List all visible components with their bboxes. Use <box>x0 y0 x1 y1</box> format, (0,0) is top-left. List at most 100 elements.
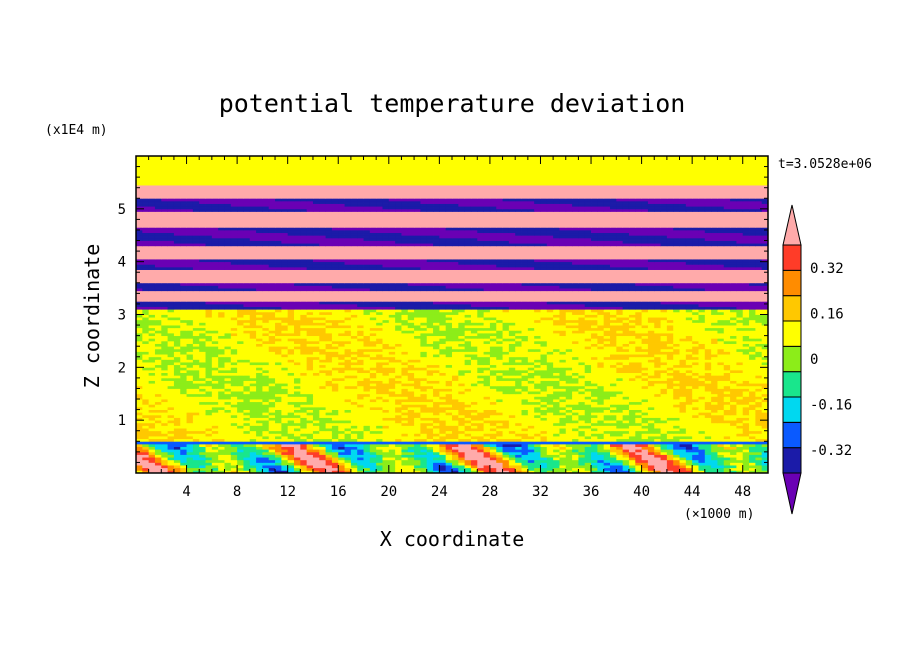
field-cell <box>553 385 560 389</box>
field-cell <box>388 401 396 405</box>
field-cell <box>161 420 168 424</box>
field-cell <box>635 425 642 429</box>
field-cell <box>249 433 257 437</box>
field-cell <box>211 457 219 461</box>
field-cell <box>426 417 434 421</box>
field-cell <box>312 380 320 384</box>
field-cell <box>685 417 693 421</box>
field-cell <box>148 433 156 437</box>
field-cell <box>199 412 206 416</box>
field-cell <box>673 454 680 458</box>
field-cell <box>256 364 263 368</box>
field-cell <box>704 362 712 366</box>
field-cell <box>685 380 693 384</box>
field-cell <box>218 449 225 453</box>
field-cell <box>546 375 554 379</box>
field-cell <box>357 409 364 413</box>
field-cell <box>711 420 718 424</box>
field-cell <box>256 359 263 363</box>
field-cell <box>666 425 674 429</box>
field-cell <box>407 406 415 410</box>
field-cell <box>470 356 478 360</box>
field-cell <box>647 375 655 379</box>
field-cell <box>325 401 333 405</box>
field-cell <box>534 343 541 347</box>
field-cell <box>142 417 150 421</box>
field-cell <box>300 451 308 455</box>
field-cell <box>584 401 592 405</box>
field-cell <box>325 417 333 421</box>
field-cell <box>338 438 345 442</box>
field-cell <box>730 369 737 374</box>
field-cell <box>256 354 263 358</box>
field-cell <box>199 340 206 344</box>
field-cell <box>685 449 693 453</box>
field-cell <box>717 364 725 368</box>
field-cell <box>698 391 706 395</box>
field-cell <box>647 443 655 447</box>
field-cell <box>477 393 484 397</box>
field-cell <box>218 364 225 368</box>
field-cell <box>521 454 529 458</box>
field-cell <box>256 449 263 453</box>
field-cell <box>635 462 642 466</box>
field-cell <box>262 422 270 426</box>
field-cell <box>673 428 680 432</box>
field-cell <box>622 428 630 432</box>
field-cell <box>161 351 168 355</box>
field-cell <box>230 462 238 466</box>
field-cell <box>237 443 244 447</box>
field-cell <box>578 396 586 400</box>
field-cell <box>470 401 478 405</box>
field-cell <box>357 348 364 352</box>
field-cell <box>597 446 605 450</box>
field-cell <box>401 446 409 450</box>
field-cell <box>275 396 282 400</box>
field-cell <box>673 457 680 461</box>
field-cell <box>546 380 554 384</box>
field-cell <box>388 422 396 426</box>
field-cell <box>382 385 390 389</box>
field-cell <box>268 449 276 453</box>
field-cell <box>572 393 579 397</box>
field-cell <box>679 348 687 352</box>
field-cell <box>749 380 756 384</box>
field-cell <box>534 470 541 474</box>
field-cell <box>704 404 712 408</box>
field-cell <box>148 465 156 469</box>
field-cell <box>376 409 383 413</box>
field-cell <box>452 377 459 381</box>
field-cell <box>369 380 377 384</box>
field-cell <box>350 449 358 453</box>
field-cell <box>262 438 270 442</box>
field-cell <box>597 428 605 432</box>
field-cell <box>736 412 744 416</box>
field-cell <box>148 449 156 453</box>
field-cell <box>426 436 434 440</box>
field-cell <box>458 377 466 381</box>
field-cell <box>679 451 687 455</box>
field-cell <box>268 436 276 440</box>
field-cell <box>407 369 415 374</box>
field-cell <box>508 364 516 368</box>
field-cell <box>186 369 194 374</box>
field-cell <box>218 465 225 469</box>
field-cell <box>616 446 624 450</box>
field-cell <box>464 375 472 379</box>
field-cell <box>382 459 390 463</box>
field-cell <box>376 417 383 421</box>
field-cell <box>142 465 150 469</box>
field-cell <box>294 393 301 397</box>
field-cell <box>249 383 257 387</box>
field-cell <box>249 441 257 445</box>
field-cell <box>142 441 150 445</box>
field-cell <box>452 454 459 458</box>
field-cell <box>660 383 668 387</box>
field-cell <box>489 425 497 429</box>
field-cell <box>572 454 579 458</box>
field-cell <box>591 441 598 445</box>
field-cell <box>685 467 693 471</box>
field-cell <box>331 417 339 421</box>
field-cell <box>211 420 219 424</box>
field-cell <box>325 340 333 344</box>
